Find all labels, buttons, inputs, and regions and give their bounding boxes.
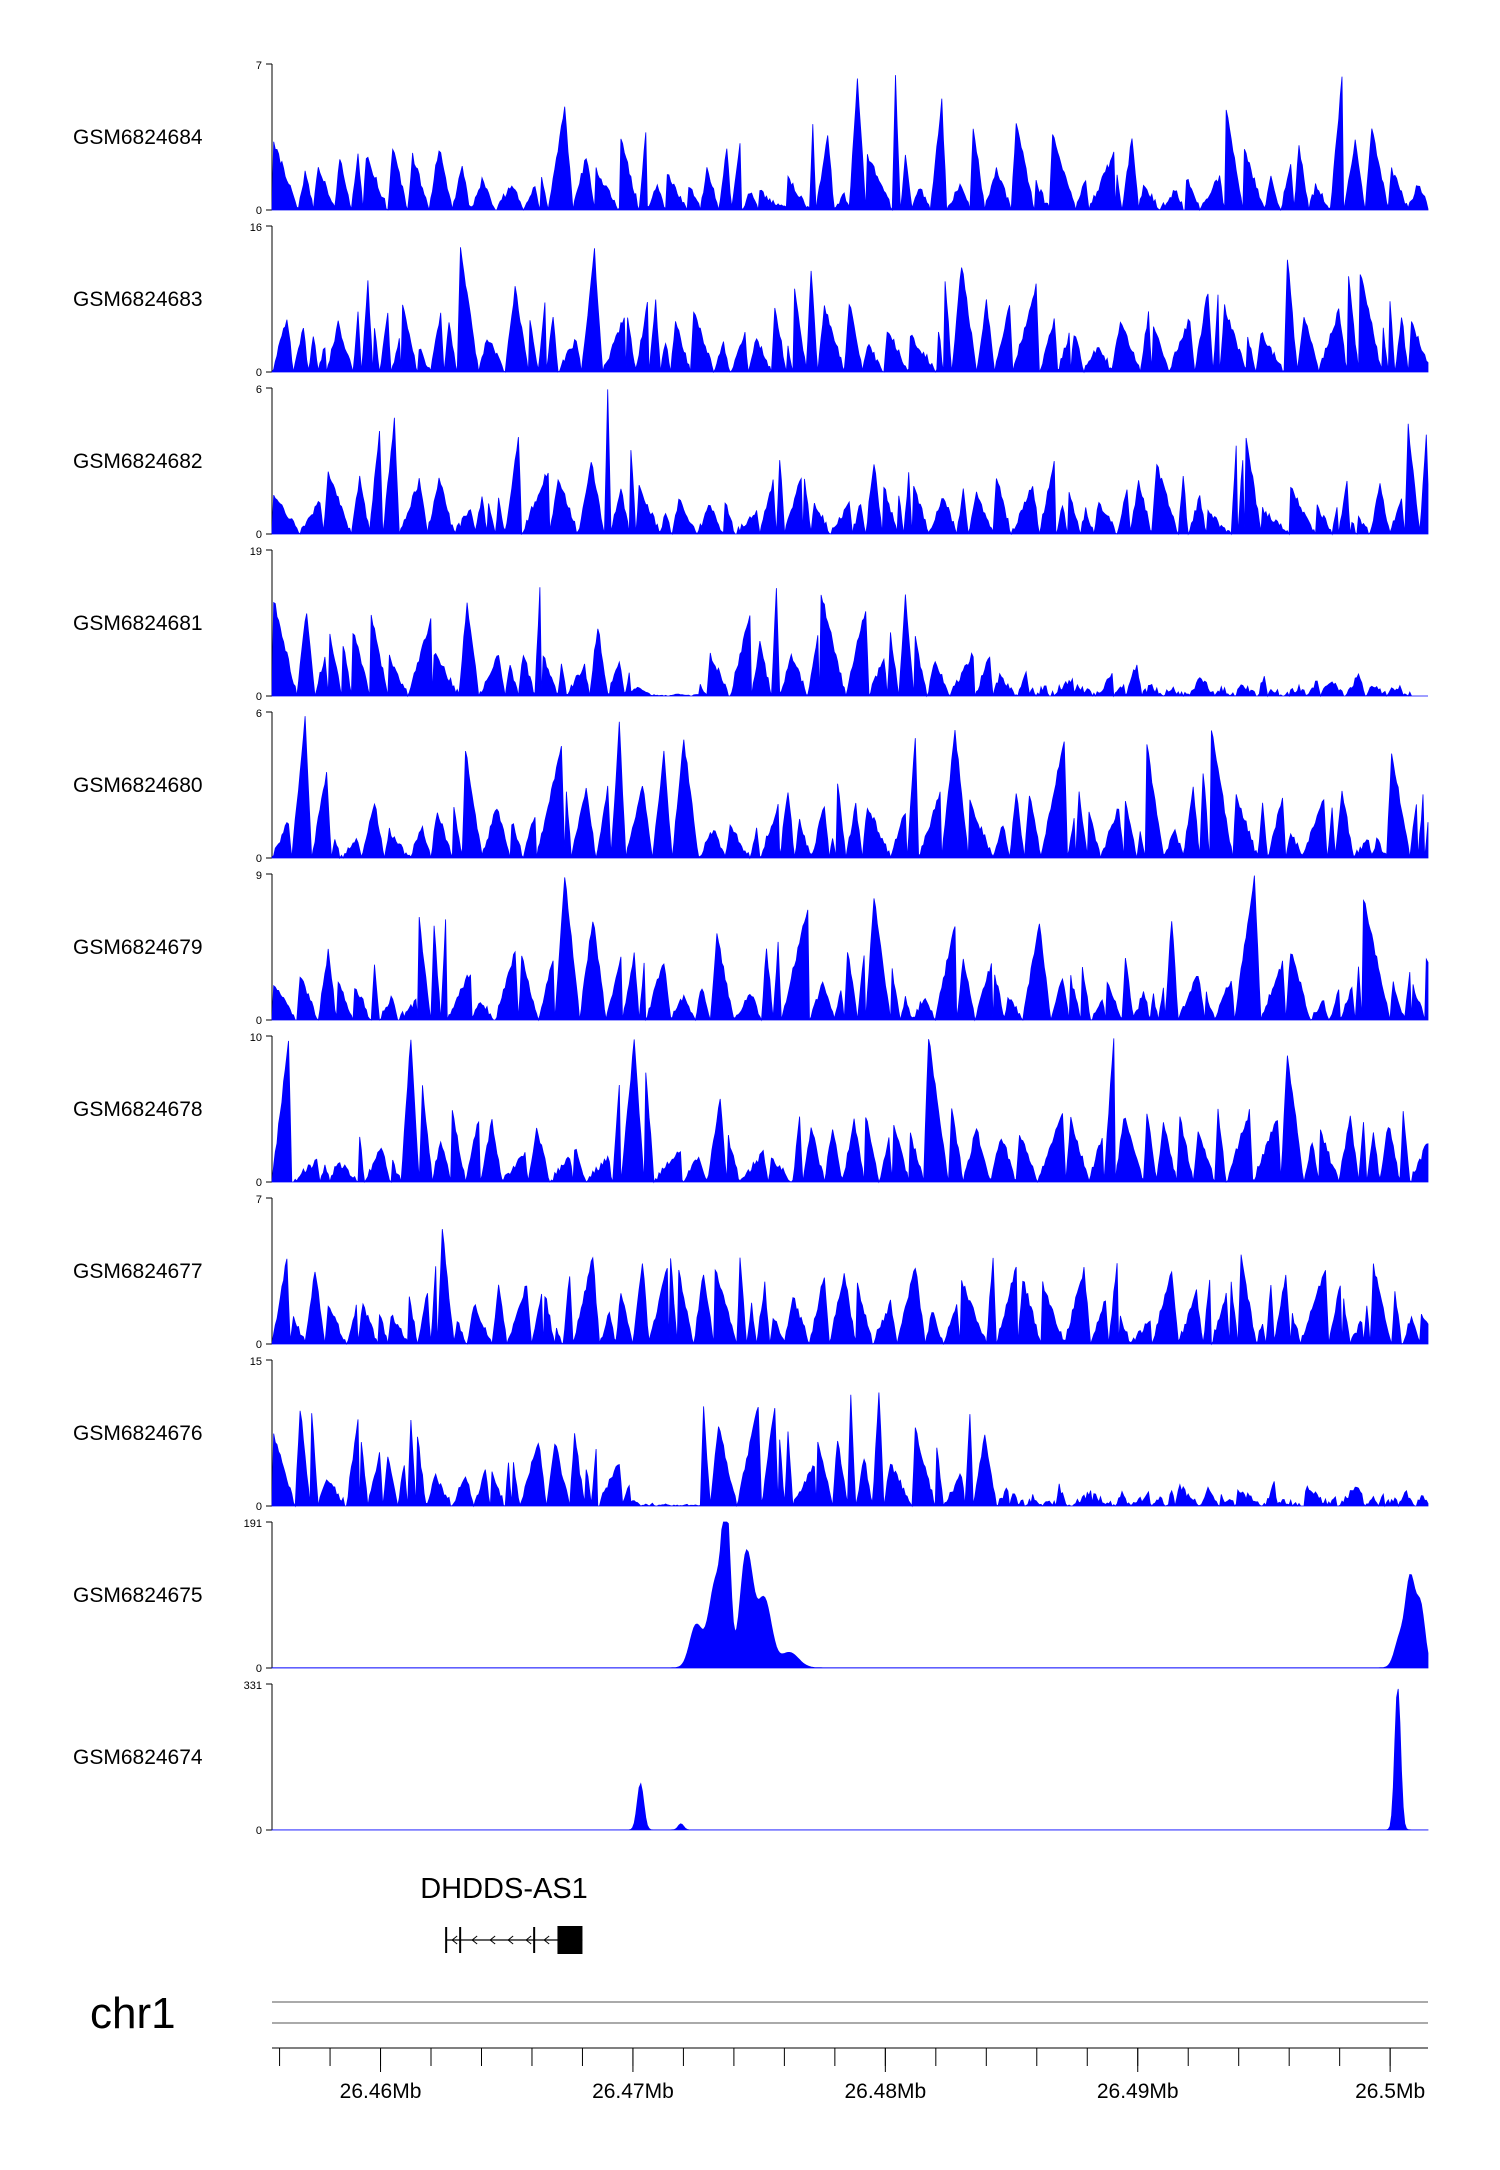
track-name: GSM6824682 xyxy=(73,450,203,473)
y-min-label: 0 xyxy=(256,1339,262,1351)
y-min-label: 0 xyxy=(256,853,262,865)
track-GSM6824677: GSM6824677 7 0 xyxy=(73,1194,1429,1351)
track-GSM6824683: GSM6824683 16 0 xyxy=(73,222,1429,379)
y-max-label: 9 xyxy=(256,870,262,882)
coverage-area xyxy=(271,389,1429,536)
y-min-label: 0 xyxy=(256,691,262,703)
track-name: GSM6824674 xyxy=(73,1746,203,1769)
x-tick-label: 26.48Mb xyxy=(844,2080,926,2103)
y-min-label: 0 xyxy=(256,1825,262,1837)
axis-ticks: 26.46Mb 26.47Mb 26.48Mb 26.49Mb 26.5Mb xyxy=(272,2001,1428,2103)
y-max-label: 15 xyxy=(250,1356,262,1368)
gene-model xyxy=(445,1926,583,1954)
track-GSM6824678: GSM6824678 10 0 xyxy=(73,1032,1429,1189)
y-min-label: 0 xyxy=(256,1663,262,1675)
x-tick-label: 26.46Mb xyxy=(340,2080,422,2103)
coverage-area xyxy=(271,875,1429,1022)
track-GSM6824676: GSM6824676 15 0 xyxy=(73,1356,1429,1513)
x-tick-label: 26.47Mb xyxy=(592,2080,674,2103)
y-max-label: 19 xyxy=(250,546,262,558)
track-name: GSM6824675 xyxy=(73,1584,203,1607)
coverage-area xyxy=(271,1038,1429,1184)
y-max-label: 7 xyxy=(256,1194,262,1206)
track-name: GSM6824683 xyxy=(73,288,203,311)
y-min-label: 0 xyxy=(256,1015,262,1027)
chromosome-label: chr1 xyxy=(90,1989,176,2038)
track-GSM6824680: GSM6824680 6 0 xyxy=(73,708,1429,865)
strand-arrow xyxy=(543,1935,550,1945)
track-GSM6824681: GSM6824681 19 0 xyxy=(73,546,1428,703)
tracks: GSM682468470GSM6824683160GSM682468260GSM… xyxy=(73,60,1429,1837)
track-name: GSM6824679 xyxy=(73,936,203,959)
strand-arrow xyxy=(451,1935,458,1945)
y-max-label: 191 xyxy=(244,1518,262,1530)
x-tick-label: 26.49Mb xyxy=(1097,2080,1179,2103)
coverage-area xyxy=(271,1521,1429,1669)
track-GSM6824675: GSM6824675 191 0 xyxy=(73,1518,1429,1675)
track-GSM6824682: GSM6824682 6 0 xyxy=(73,384,1429,541)
track-name: GSM6824681 xyxy=(73,612,203,635)
y-max-label: 10 xyxy=(250,1032,262,1044)
strand-arrow xyxy=(489,1935,496,1945)
strand-arrow xyxy=(525,1935,532,1945)
track-name: GSM6824684 xyxy=(73,126,203,149)
y-max-label: 6 xyxy=(256,384,262,396)
y-min-label: 0 xyxy=(256,367,262,379)
track-name: GSM6824680 xyxy=(73,774,203,797)
y-min-label: 0 xyxy=(256,1501,262,1513)
genomic-axis: chr1 26.46Mb 26.47Mb 26.48Mb 26.49Mb 26.5Mb xyxy=(90,1989,1428,2103)
gene-label: DHDDS-AS1 xyxy=(420,1873,588,1905)
y-max-label: 7 xyxy=(256,60,262,72)
y-min-label: 0 xyxy=(256,205,262,217)
coverage-area xyxy=(271,587,1428,698)
y-min-label: 0 xyxy=(256,529,262,541)
coverage-area xyxy=(271,1229,1429,1346)
coverage-area xyxy=(271,1392,1429,1508)
y-max-label: 6 xyxy=(256,708,262,720)
x-tick-label: 26.5Mb xyxy=(1355,2080,1425,2103)
coverage-area xyxy=(271,1688,1429,1831)
coverage-area xyxy=(271,716,1429,860)
track-GSM6824674: GSM6824674 331 0 xyxy=(73,1680,1429,1837)
strand-arrow xyxy=(507,1935,514,1945)
strand-arrow xyxy=(471,1935,478,1945)
track-GSM6824684: GSM6824684 7 0 xyxy=(73,60,1429,217)
coverage-area xyxy=(271,247,1429,374)
track-name: GSM6824677 xyxy=(73,1260,203,1283)
coverage-area xyxy=(271,75,1429,212)
y-max-label: 16 xyxy=(250,222,262,234)
track-name: GSM6824678 xyxy=(73,1098,203,1121)
y-max-label: 331 xyxy=(244,1680,262,1692)
track-name: GSM6824676 xyxy=(73,1422,203,1445)
track-GSM6824679: GSM6824679 9 0 xyxy=(73,870,1429,1027)
gene-annotation-track: DHDDS-AS1 xyxy=(420,1873,588,1954)
y-min-label: 0 xyxy=(256,1177,262,1189)
gene-exon-block xyxy=(557,1926,583,1954)
